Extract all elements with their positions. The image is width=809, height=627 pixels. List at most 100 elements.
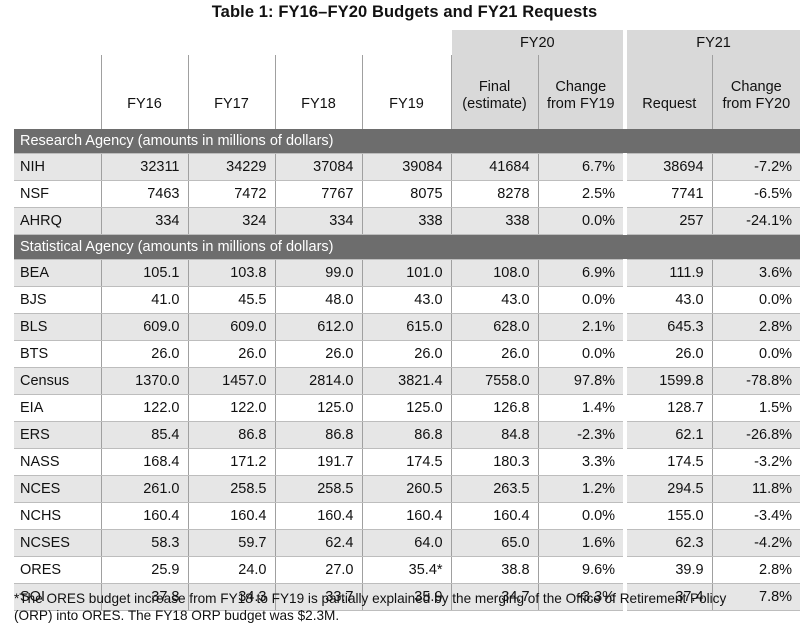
value-cell: 86.8	[274, 421, 362, 449]
agency-name-cell: NCES	[14, 475, 101, 503]
value-cell: 2.8%	[711, 313, 801, 341]
table-row: BEA 105.1 103.8 99.0 101.0 108.0 6.9% 111.9 3.6%	[14, 259, 801, 287]
value-cell: 43.0	[623, 286, 713, 314]
value-cell: 35.9	[361, 583, 452, 611]
section-header-row: Research Agency (amounts in millions of …	[14, 129, 801, 154]
budget-table: FY20 FY21 FY16 FY17 FY18 FY19 Final (esti…	[14, 30, 801, 611]
value-cell: 34.7	[450, 583, 539, 611]
value-cell: 99.0	[274, 259, 362, 287]
table-row: NCHS 160.4 160.4 160.4 160.4 160.4 0.0% 155.0 -3…	[14, 502, 801, 530]
table-row: NCSES 58.3 59.7 62.4 64.0 65.0 1.6% 62.3 -4.2%	[14, 529, 801, 557]
value-cell: 9.6%	[537, 556, 626, 584]
col-header-fy18: FY18	[274, 55, 362, 129]
table-title: Table 1: FY16–FY20 Budgets and FY21 Requ…	[211, 3, 598, 21]
value-cell: 338	[361, 207, 452, 235]
value-cell: 34.3	[187, 583, 275, 611]
col-header-fy16: FY16	[100, 55, 188, 129]
table-row: NASS 168.4 171.2 191.7 174.5 180.3 3.3% 174.5 -3…	[14, 448, 801, 476]
value-cell: 1.5%	[711, 394, 801, 422]
value-cell: 258.5	[274, 475, 362, 503]
value-cell: 174.5	[361, 448, 452, 476]
footnote-line-1: *The ORES budget increase from FY18 to F…	[14, 591, 727, 606]
value-cell: 0.0%	[711, 286, 801, 314]
col-header-fy17: FY17	[187, 55, 275, 129]
value-cell: 7767	[274, 180, 362, 208]
table-row: ORES 25.9 24.0 27.0 35.4* 38.8 9.6% 39.9 2.8%	[14, 556, 801, 584]
value-cell: 85.4	[100, 421, 188, 449]
value-cell: 128.7	[623, 394, 713, 422]
value-cell: -6.5%	[711, 180, 801, 208]
value-cell: 38694	[623, 153, 713, 181]
value-cell: 32311	[100, 153, 188, 181]
agency-name-cell: AHRQ	[14, 207, 101, 235]
value-cell: -3.2%	[711, 448, 801, 476]
value-cell: 1.2%	[537, 475, 626, 503]
section-header-label: Research Agency (amounts in millions of …	[14, 129, 801, 154]
agency-name-cell: NCSES	[14, 529, 101, 557]
agency-name-cell: SOI	[14, 583, 101, 611]
column-header-row: FY16 FY17 FY18 FY19 Final (estimate) Chan…	[14, 55, 801, 129]
agency-name-cell: NSF	[14, 180, 101, 208]
value-cell: 37.8	[100, 583, 188, 611]
table-body: Research Agency (amounts in millions of …	[14, 129, 801, 611]
table-row: BLS 609.0 609.0 612.0 615.0 628.0 2.1% 645.3 2.8…	[14, 313, 801, 341]
value-cell: 37084	[274, 153, 362, 181]
value-cell: 26.0	[274, 340, 362, 368]
value-cell: 263.5	[450, 475, 539, 503]
value-cell: 39.9	[623, 556, 713, 584]
value-cell: 2.5%	[537, 180, 626, 208]
value-cell: 160.4	[361, 502, 452, 530]
value-cell: 1457.0	[187, 367, 275, 395]
value-cell: 103.8	[187, 259, 275, 287]
value-cell: 7.8%	[711, 583, 801, 611]
value-cell: 171.2	[187, 448, 275, 476]
value-cell: 64.0	[361, 529, 452, 557]
value-cell: 97.8%	[537, 367, 626, 395]
value-cell: 160.4	[450, 502, 539, 530]
value-cell: 111.9	[623, 259, 713, 287]
value-cell: 160.4	[187, 502, 275, 530]
value-cell: 160.4	[274, 502, 362, 530]
value-cell: 2.8%	[711, 556, 801, 584]
value-cell: 7741	[623, 180, 713, 208]
table-row: Census 1370.0 1457.0 2814.0 3821.4 7558.0 97.8…	[14, 367, 801, 395]
value-cell: -4.2%	[711, 529, 801, 557]
value-cell: 48.0	[274, 286, 362, 314]
agency-name-cell: ERS	[14, 421, 101, 449]
value-cell: 0.0%	[711, 340, 801, 368]
value-cell: 125.0	[274, 394, 362, 422]
col-header-fy20-change-line2: from FY19	[546, 96, 615, 112]
value-cell: 6.9%	[537, 259, 626, 287]
value-cell: 3.6%	[711, 259, 801, 287]
value-cell: 324	[187, 207, 275, 235]
section-header-row: Statistical Agency (amounts in millions …	[14, 234, 801, 260]
value-cell: 62.1	[623, 421, 713, 449]
value-cell: 628.0	[450, 313, 539, 341]
value-cell: 609.0	[100, 313, 188, 341]
value-cell: 35.4*	[361, 556, 452, 584]
value-cell: 6.7%	[537, 153, 626, 181]
value-cell: 25.9	[100, 556, 188, 584]
value-cell: 609.0	[187, 313, 275, 341]
value-cell: 168.4	[100, 448, 188, 476]
value-cell: 645.3	[623, 313, 713, 341]
value-cell: 191.7	[274, 448, 362, 476]
value-cell: 155.0	[623, 502, 713, 530]
value-cell: 2814.0	[274, 367, 362, 395]
value-cell: -3.4%	[711, 502, 801, 530]
agency-name-cell: NCHS	[14, 502, 101, 530]
value-cell: -24.1%	[711, 207, 801, 235]
value-cell: 24.0	[187, 556, 275, 584]
col-header-fy20-change: Change from FY19	[537, 55, 626, 129]
value-cell: 26.0	[450, 340, 539, 368]
value-cell: 3.3%	[537, 448, 626, 476]
col-header-fy21-change: Change from FY20	[711, 55, 801, 129]
value-cell: 1370.0	[100, 367, 188, 395]
value-cell: 126.8	[450, 394, 539, 422]
value-cell: 43.0	[361, 286, 452, 314]
value-cell: 84.8	[450, 421, 539, 449]
value-cell: 26.0	[100, 340, 188, 368]
col-header-fy21-change-line2: from FY20	[722, 96, 791, 112]
value-cell: -3.3%	[537, 583, 626, 611]
agency-name-cell: BJS	[14, 286, 101, 314]
